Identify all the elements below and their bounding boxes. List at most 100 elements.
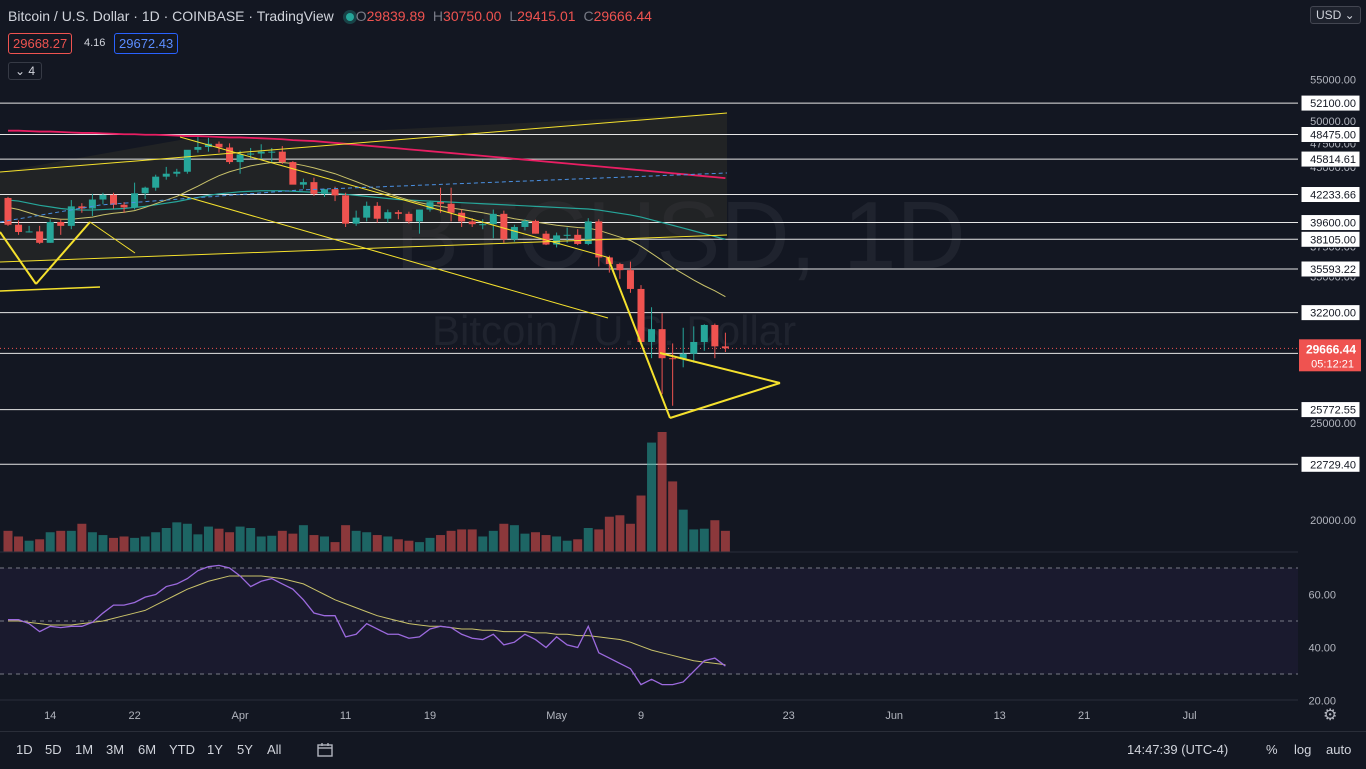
candle-body [679, 353, 687, 359]
volume-bar [3, 530, 13, 552]
trend-drawings [0, 112, 781, 419]
descending-upper-line [179, 136, 611, 259]
price-tick: 25000.00 [1310, 418, 1356, 430]
clock[interactable]: 14:47:39 (UTC-4) [1127, 742, 1229, 757]
candle-body [278, 151, 286, 163]
candle-body [521, 220, 529, 227]
level-label-bg [1300, 304, 1361, 322]
rsi-ma-line [8, 575, 726, 666]
volume-bar [24, 540, 34, 552]
timeframe-5y[interactable]: 5Y [237, 742, 253, 757]
volume-bar [499, 523, 509, 552]
time-tick: 14 [44, 710, 56, 722]
volume-bar [520, 533, 530, 552]
gear-icon[interactable]: ⚙ [1323, 707, 1338, 724]
candle-body [99, 194, 107, 200]
candle-body [268, 151, 276, 153]
descending-lower-line [179, 194, 609, 319]
time-tick: 13 [994, 710, 1006, 722]
candle-body [373, 205, 381, 219]
ohlc-close: C29666.44 [583, 8, 652, 24]
volume-bar [246, 528, 256, 552]
drop-line [607, 257, 671, 419]
candle-body [415, 209, 423, 222]
volume-bar [288, 533, 298, 552]
indicators-toggle[interactable]: ⌄ 4 [8, 62, 43, 80]
volume-bar [214, 528, 224, 552]
wedge-left-3 [89, 221, 136, 254]
timeframe-1m[interactable]: 1M [75, 742, 94, 757]
level-label-bg [1300, 214, 1361, 232]
candle-body [15, 224, 23, 232]
chart-title: Bitcoin / U.S. Dollar · 1D · COINBASE · … [8, 8, 334, 24]
candle-body [426, 202, 434, 210]
timeframe-1d[interactable]: 1D [16, 742, 33, 757]
date-range-icon[interactable] [316, 742, 334, 761]
level-label: 32200.00 [1310, 308, 1356, 320]
time-axis[interactable]: 14 22 Apr 11 19 May 9 23 Jun 13 21 Jul [0, 699, 1298, 722]
volume-bar [446, 530, 456, 552]
candle-body [183, 149, 191, 172]
candle-body [110, 194, 117, 205]
volume-bar [467, 529, 477, 552]
candle-body [352, 217, 360, 224]
ma-50-line [7, 190, 726, 240]
timeframe-1y[interactable]: 1Y [207, 742, 223, 757]
volume-bar [298, 525, 308, 552]
currency-button[interactable]: USD ⌄ [1310, 6, 1361, 24]
volume-bar [615, 515, 625, 552]
volume-bar [267, 535, 277, 552]
candle-body [384, 212, 392, 219]
candle-body [574, 234, 582, 244]
volume-bar [256, 536, 266, 552]
candle-body [721, 346, 729, 349]
volume-bar [457, 529, 467, 552]
time-tick: 19 [424, 710, 436, 722]
candle-body [542, 233, 550, 245]
volume-bar [277, 530, 287, 552]
candle-body [437, 202, 445, 204]
chevron-down-icon: ⌄ [1341, 8, 1355, 22]
volume-bar [509, 525, 519, 552]
ask-price[interactable]: 29672.43 [114, 33, 179, 54]
level-label-bg [1300, 150, 1361, 168]
ohlc-open: O29839.89 [355, 8, 426, 24]
volume-bar [383, 536, 393, 552]
chevron-down-icon: ⌄ [15, 64, 26, 78]
bottom-toolbar: 1D 5D 1M 3M 6M YTD 1Y 5Y All 14:47:39 (UTC-4) % … [0, 731, 1366, 769]
upper-channel-line [0, 112, 728, 173]
log-toggle[interactable]: log [1294, 742, 1312, 757]
level-label: 38105.00 [1310, 234, 1356, 246]
candle-body [257, 151, 265, 154]
candle-body [532, 220, 539, 234]
level-label-bg [1300, 401, 1361, 419]
candle-body [616, 264, 624, 271]
timeframe-ytd[interactable]: YTD [169, 742, 195, 757]
countdown-label: 05:12:21 [1311, 358, 1354, 370]
candle-body [194, 147, 202, 150]
candle-body [141, 187, 149, 194]
volume-bar [182, 523, 192, 552]
candle-body [648, 329, 656, 342]
timeframe-3m[interactable]: 3M [106, 742, 125, 757]
level-label: 22729.40 [1310, 459, 1356, 471]
bid-price[interactable]: 29668.27 [8, 33, 73, 54]
candle-body [226, 147, 234, 163]
timeframe-all[interactable]: All [267, 742, 282, 757]
volume-bar [203, 526, 213, 552]
rsi-tick: 60.00 [1308, 590, 1336, 602]
timeframe-6m[interactable]: 6M [138, 742, 157, 757]
live-status-icon [345, 13, 354, 21]
auto-toggle[interactable]: auto [1326, 742, 1352, 757]
candle-body [489, 213, 497, 225]
rsi-tick: 40.00 [1308, 643, 1336, 655]
price-tick: 20000.00 [1310, 515, 1356, 527]
time-tick: May [546, 710, 567, 722]
price-axis[interactable]: 55000.0050000.0047500.0045000.0040000.00… [1298, 0, 1366, 731]
percent-toggle[interactable]: % [1266, 742, 1278, 757]
volume-bar [552, 536, 562, 552]
volume-bar [87, 532, 97, 552]
candle-body [479, 224, 487, 226]
timeframe-5d[interactable]: 5D [45, 742, 62, 757]
